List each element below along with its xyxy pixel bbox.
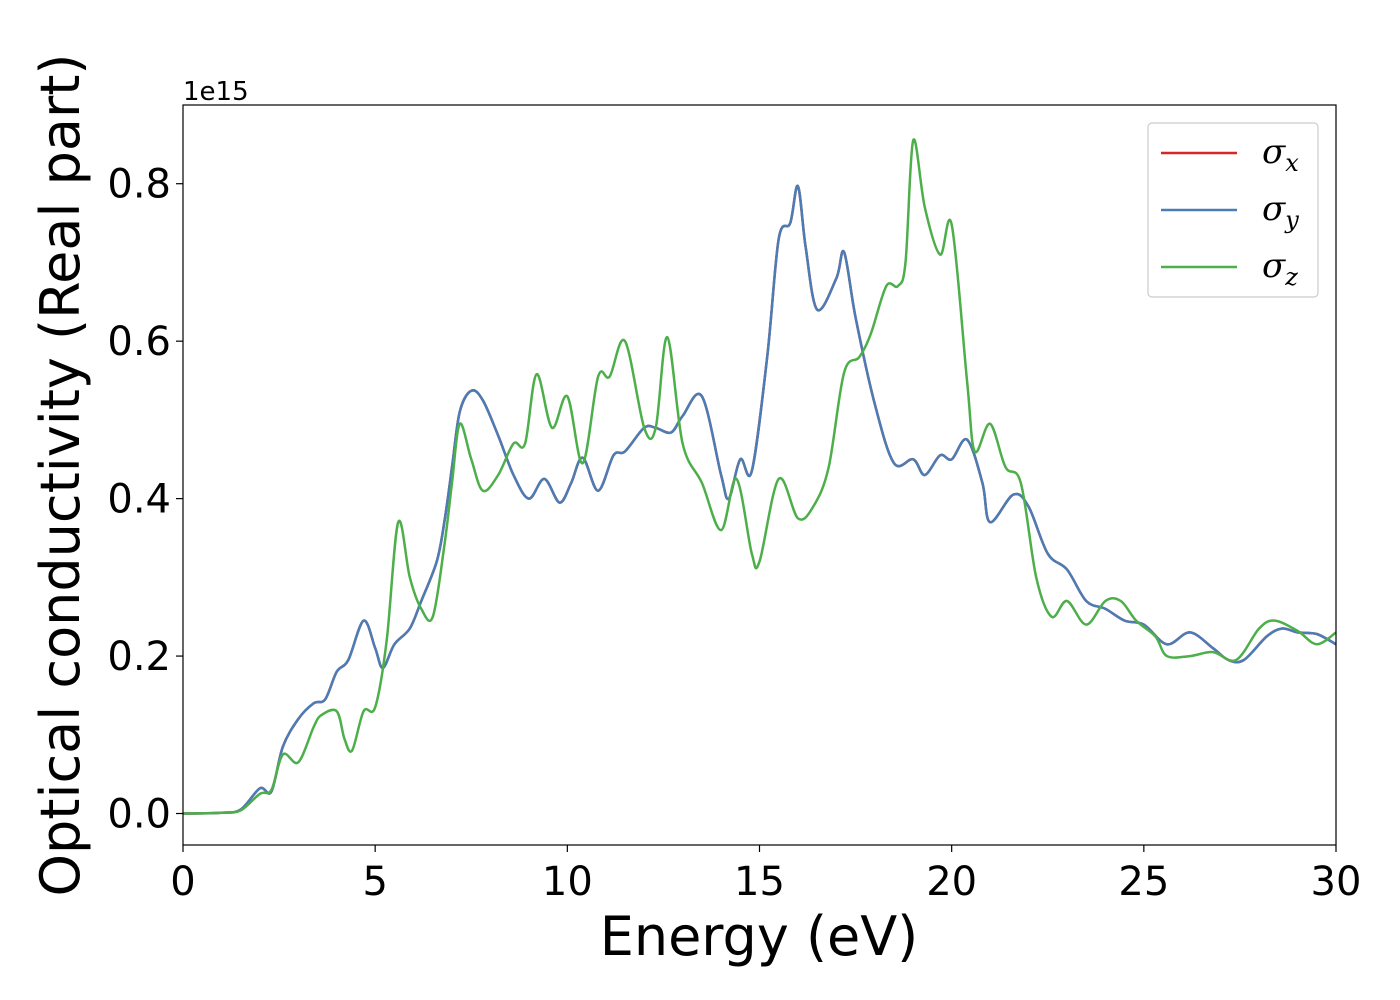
y-tick-label: 0.4 — [107, 477, 171, 523]
series-line-z — [182, 138, 1337, 815]
x-tick-label: 30 — [1311, 859, 1362, 905]
legend: σx σy σz — [1147, 122, 1319, 298]
y-tick-label: 0.0 — [107, 792, 171, 838]
legend-label-y: σy — [1262, 189, 1299, 234]
y-tick-label: 0.6 — [107, 319, 171, 365]
y-axis-ticks: 0.0 0.2 0.4 0.6 0.8 — [107, 162, 183, 838]
plot-area — [183, 105, 1336, 845]
x-tick-label: 15 — [734, 859, 785, 905]
x-axis-label: Energy (eV) — [600, 905, 919, 968]
x-axis-ticks: 0 5 10 15 20 25 30 — [170, 845, 1361, 905]
legend-label-x: σx — [1262, 132, 1299, 177]
x-tick-label: 20 — [926, 859, 977, 905]
series-layer — [182, 138, 1337, 815]
y-offset-label: 1e15 — [183, 77, 249, 107]
legend-label-z: σz — [1262, 246, 1298, 291]
x-tick-label: 0 — [170, 859, 195, 905]
y-tick-label: 0.2 — [107, 634, 171, 680]
y-axis-label: Optical conductivity (Real part) — [29, 54, 92, 897]
x-tick-label: 5 — [362, 859, 387, 905]
y-tick-label: 0.8 — [107, 162, 171, 208]
x-tick-label: 25 — [1118, 859, 1169, 905]
x-tick-label: 10 — [542, 859, 593, 905]
